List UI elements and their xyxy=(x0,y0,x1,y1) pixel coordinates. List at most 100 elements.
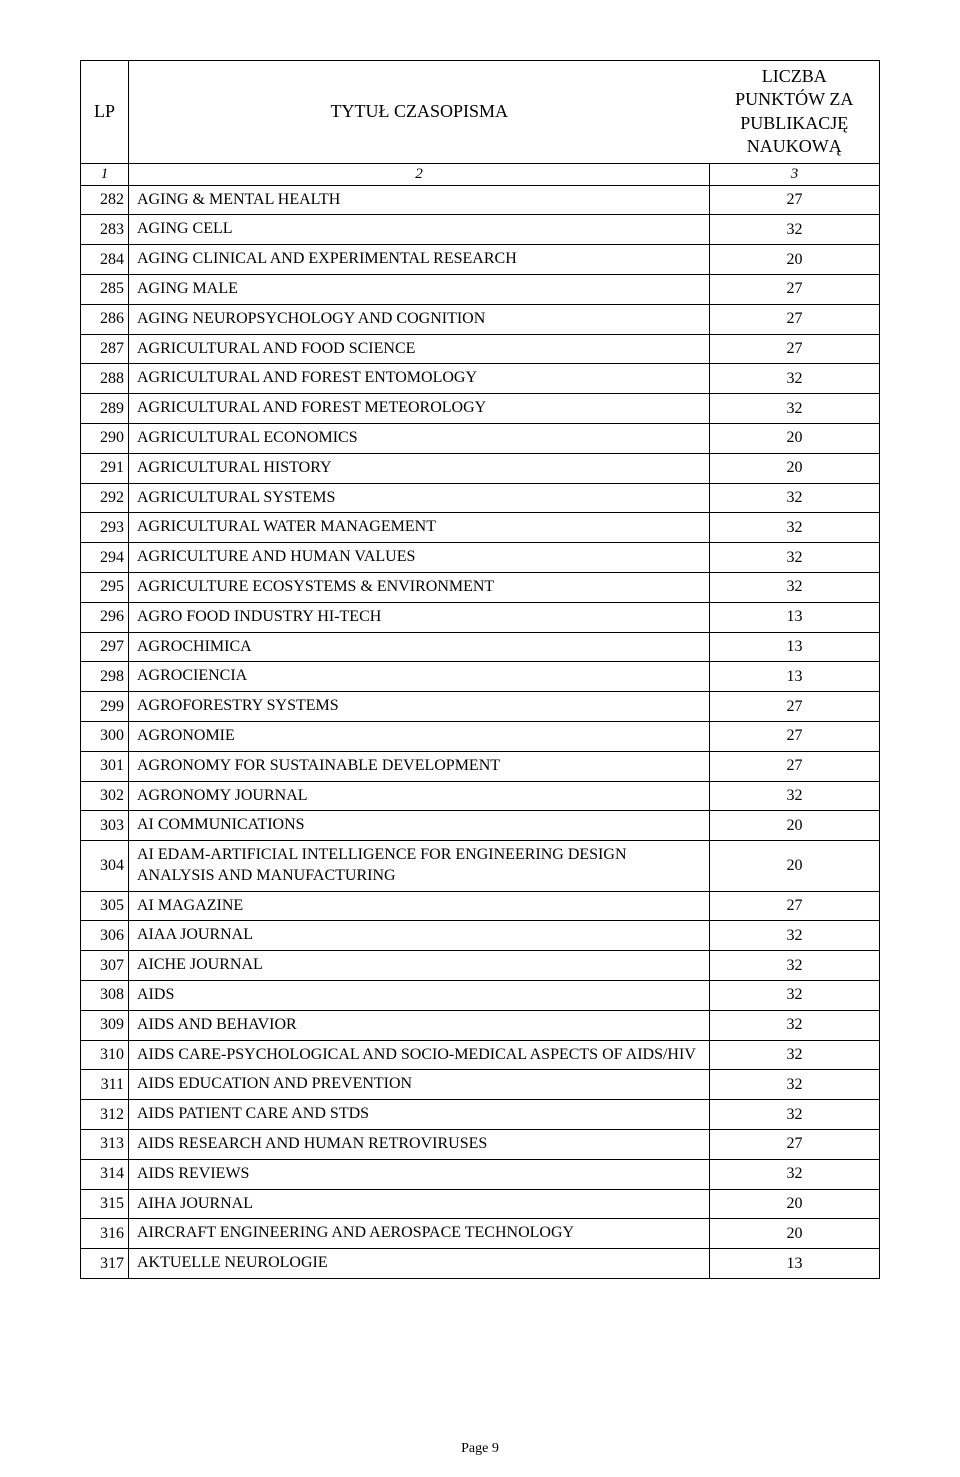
cell-title: AIDS CARE-PSYCHOLOGICAL AND SOCIO-MEDICA… xyxy=(129,1040,710,1070)
cell-lp: 285 xyxy=(81,274,129,304)
cell-lp: 302 xyxy=(81,781,129,811)
cell-lp: 303 xyxy=(81,811,129,841)
table-row: 286AGING NEUROPSYCHOLOGY AND COGNITION27 xyxy=(81,304,880,334)
cell-points: 13 xyxy=(710,602,880,632)
table-body: 282AGING & MENTAL HEALTH27283AGING CELL3… xyxy=(81,185,880,1278)
cell-title: AGRONOMY JOURNAL xyxy=(129,781,710,811)
table-row: 311AIDS EDUCATION AND PREVENTION32 xyxy=(81,1070,880,1100)
table-row: 290AGRICULTURAL ECONOMICS20 xyxy=(81,423,880,453)
cell-lp: 311 xyxy=(81,1070,129,1100)
cell-points: 27 xyxy=(710,751,880,781)
cell-title: AGROCHIMICA xyxy=(129,632,710,662)
cell-lp: 296 xyxy=(81,602,129,632)
table-row: 287AGRICULTURAL AND FOOD SCIENCE27 xyxy=(81,334,880,364)
cell-points: 32 xyxy=(710,543,880,573)
cell-lp: 289 xyxy=(81,394,129,424)
cell-points: 32 xyxy=(710,394,880,424)
cell-lp: 305 xyxy=(81,891,129,921)
cell-title: AIHA JOURNAL xyxy=(129,1189,710,1219)
table-row: 301AGRONOMY FOR SUSTAINABLE DEVELOPMENT2… xyxy=(81,751,880,781)
cell-lp: 312 xyxy=(81,1100,129,1130)
table-row: 296AGRO FOOD INDUSTRY HI-TECH13 xyxy=(81,602,880,632)
cell-lp: 288 xyxy=(81,364,129,394)
cell-points: 32 xyxy=(710,572,880,602)
cell-points: 27 xyxy=(710,692,880,722)
cell-title: AGING CLINICAL AND EXPERIMENTAL RESEARCH xyxy=(129,245,710,275)
table-header-row: LP TYTUŁ CZASOPISMA LICZBA PUNKTÓW ZA PU… xyxy=(81,61,880,164)
cell-lp: 301 xyxy=(81,751,129,781)
cell-points: 13 xyxy=(710,662,880,692)
table-row: 297AGROCHIMICA13 xyxy=(81,632,880,662)
table-row: 299AGROFORESTRY SYSTEMS27 xyxy=(81,692,880,722)
cell-title: AIDS RESEARCH AND HUMAN RETROVIRUSES xyxy=(129,1130,710,1160)
table-subheader-row: 1 2 3 xyxy=(81,163,880,185)
cell-title: AGRICULTURE ECOSYSTEMS & ENVIRONMENT xyxy=(129,572,710,602)
cell-lp: 313 xyxy=(81,1130,129,1160)
cell-points: 20 xyxy=(710,1219,880,1249)
table-row: 289AGRICULTURAL AND FOREST METEOROLOGY32 xyxy=(81,394,880,424)
table-row: 317AKTUELLE NEUROLOGIE13 xyxy=(81,1249,880,1279)
cell-lp: 291 xyxy=(81,453,129,483)
cell-lp: 315 xyxy=(81,1189,129,1219)
cell-lp: 297 xyxy=(81,632,129,662)
cell-title: AIRCRAFT ENGINEERING AND AEROSPACE TECHN… xyxy=(129,1219,710,1249)
cell-title: AGRICULTURAL WATER MANAGEMENT xyxy=(129,513,710,543)
table-row: 284AGING CLINICAL AND EXPERIMENTAL RESEA… xyxy=(81,245,880,275)
table-row: 315AIHA JOURNAL20 xyxy=(81,1189,880,1219)
cell-lp: 300 xyxy=(81,721,129,751)
table-row: 300AGRONOMIE27 xyxy=(81,721,880,751)
cell-points: 32 xyxy=(710,1010,880,1040)
table-row: 302AGRONOMY JOURNAL32 xyxy=(81,781,880,811)
header-points: LICZBA PUNKTÓW ZA PUBLIKACJĘ NAUKOWĄ xyxy=(710,61,880,164)
table-row: 305AI MAGAZINE27 xyxy=(81,891,880,921)
journal-table: LP TYTUŁ CZASOPISMA LICZBA PUNKTÓW ZA PU… xyxy=(80,60,880,1279)
cell-title: AKTUELLE NEUROLOGIE xyxy=(129,1249,710,1279)
cell-points: 32 xyxy=(710,364,880,394)
cell-lp: 294 xyxy=(81,543,129,573)
cell-points: 32 xyxy=(710,483,880,513)
table-row: 316AIRCRAFT ENGINEERING AND AEROSPACE TE… xyxy=(81,1219,880,1249)
table-row: 304AI EDAM-ARTIFICIAL INTELLIGENCE FOR E… xyxy=(81,841,880,892)
cell-points: 20 xyxy=(710,423,880,453)
cell-title: AIDS REVIEWS xyxy=(129,1159,710,1189)
subheader-points: 3 xyxy=(710,163,880,185)
cell-title: AGROCIENCIA xyxy=(129,662,710,692)
cell-title: AGRONOMY FOR SUSTAINABLE DEVELOPMENT xyxy=(129,751,710,781)
page-footer: Page 9 xyxy=(0,1441,960,1457)
cell-points: 20 xyxy=(710,245,880,275)
cell-lp: 299 xyxy=(81,692,129,722)
table-row: 288AGRICULTURAL AND FOREST ENTOMOLOGY32 xyxy=(81,364,880,394)
cell-points: 27 xyxy=(710,274,880,304)
cell-points: 32 xyxy=(710,1070,880,1100)
cell-lp: 284 xyxy=(81,245,129,275)
cell-title: AGRICULTURE AND HUMAN VALUES xyxy=(129,543,710,573)
table-row: 310AIDS CARE-PSYCHOLOGICAL AND SOCIO-MED… xyxy=(81,1040,880,1070)
cell-points: 27 xyxy=(710,1130,880,1160)
subheader-title: 2 xyxy=(129,163,710,185)
cell-lp: 310 xyxy=(81,1040,129,1070)
table-row: 282AGING & MENTAL HEALTH27 xyxy=(81,185,880,215)
cell-title: AGING & MENTAL HEALTH xyxy=(129,185,710,215)
cell-lp: 308 xyxy=(81,981,129,1011)
header-lp: LP xyxy=(81,61,129,164)
table-row: 313AIDS RESEARCH AND HUMAN RETROVIRUSES2… xyxy=(81,1130,880,1160)
cell-lp: 304 xyxy=(81,841,129,892)
cell-title: AIDS AND BEHAVIOR xyxy=(129,1010,710,1040)
table-row: 285AGING MALE27 xyxy=(81,274,880,304)
cell-lp: 293 xyxy=(81,513,129,543)
table-row: 307AICHE JOURNAL32 xyxy=(81,951,880,981)
table-row: 295AGRICULTURE ECOSYSTEMS & ENVIRONMENT3… xyxy=(81,572,880,602)
subheader-lp: 1 xyxy=(81,163,129,185)
cell-title: AGRICULTURAL AND FOOD SCIENCE xyxy=(129,334,710,364)
cell-title: AGRICULTURAL ECONOMICS xyxy=(129,423,710,453)
cell-points: 27 xyxy=(710,721,880,751)
cell-title: AIDS EDUCATION AND PREVENTION xyxy=(129,1070,710,1100)
cell-title: AI EDAM-ARTIFICIAL INTELLIGENCE FOR ENGI… xyxy=(129,841,710,892)
table-row: 306AIAA JOURNAL32 xyxy=(81,921,880,951)
cell-lp: 283 xyxy=(81,215,129,245)
cell-title: AGING MALE xyxy=(129,274,710,304)
cell-lp: 292 xyxy=(81,483,129,513)
cell-lp: 287 xyxy=(81,334,129,364)
cell-lp: 286 xyxy=(81,304,129,334)
cell-points: 27 xyxy=(710,891,880,921)
